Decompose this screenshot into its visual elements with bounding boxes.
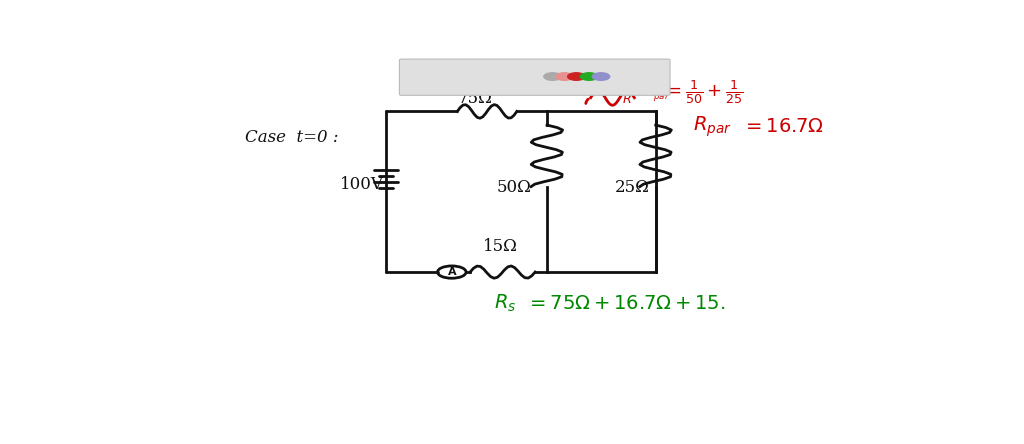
FancyBboxPatch shape — [399, 59, 670, 95]
Text: ▭: ▭ — [478, 71, 487, 82]
Text: ✱: ✱ — [456, 71, 464, 82]
Text: $R_s$: $R_s$ — [494, 293, 516, 314]
Text: $= 75\Omega + 16.7\Omega + 15.$: $= 75\Omega + 16.7\Omega + 15.$ — [525, 294, 725, 313]
Circle shape — [567, 73, 585, 80]
Text: ◇: ◇ — [443, 71, 452, 82]
Text: 50Ω: 50Ω — [497, 179, 531, 196]
Text: $\frac{1}{R}$: $\frac{1}{R}$ — [622, 78, 633, 106]
Text: $= 16.7\Omega$: $= 16.7\Omega$ — [742, 117, 824, 136]
Text: 100V: 100V — [340, 176, 384, 193]
Text: /: / — [469, 71, 473, 82]
Circle shape — [544, 73, 561, 80]
Circle shape — [556, 73, 573, 80]
Text: $R_{par}$: $R_{par}$ — [693, 115, 732, 139]
Text: $= \frac{1}{50} + \frac{1}{25}$: $= \frac{1}{50} + \frac{1}{25}$ — [663, 78, 743, 106]
Circle shape — [592, 73, 609, 80]
Text: C: C — [420, 71, 428, 82]
Text: 15Ω: 15Ω — [482, 238, 517, 255]
Text: ↺: ↺ — [408, 71, 417, 82]
Text: 25Ω: 25Ω — [615, 179, 650, 196]
Text: ↗: ↗ — [431, 71, 440, 82]
Circle shape — [581, 73, 598, 80]
Text: A: A — [447, 267, 456, 277]
Text: 75Ω: 75Ω — [458, 90, 493, 107]
Text: Case  t=0 :: Case t=0 : — [246, 129, 339, 146]
Text: $_{par}$: $_{par}$ — [653, 91, 671, 104]
